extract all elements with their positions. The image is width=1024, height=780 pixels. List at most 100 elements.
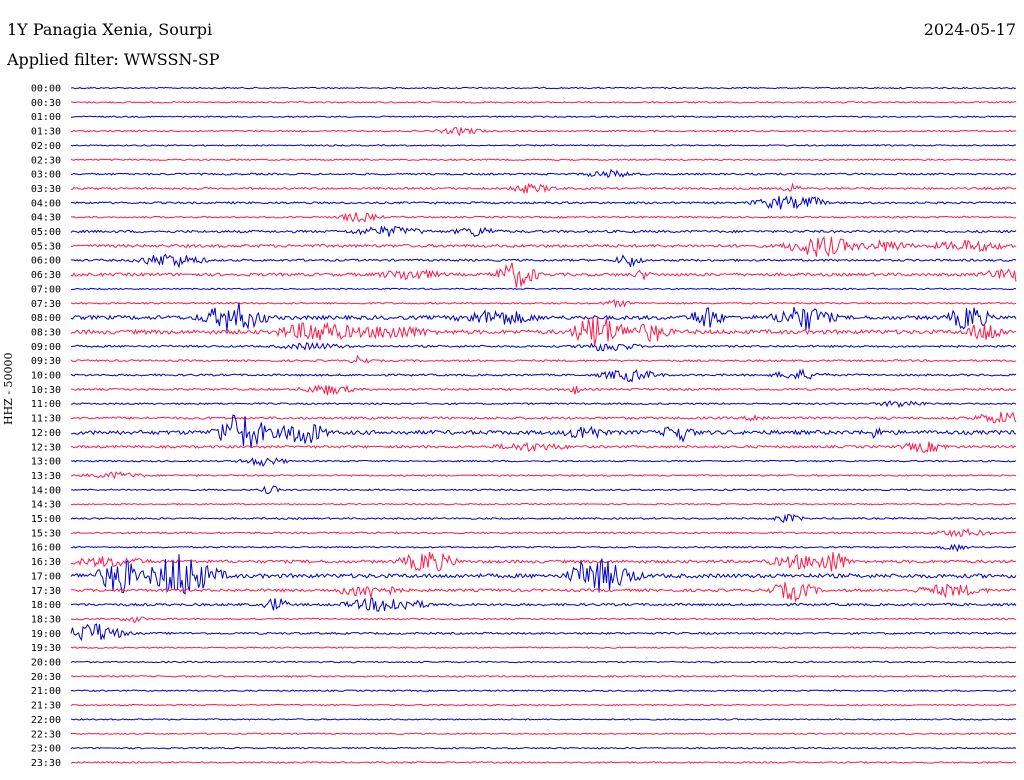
trace-1300 <box>70 457 1017 467</box>
time-label-1400: 14:00 <box>31 485 61 496</box>
time-label-0300: 03:00 <box>31 170 61 181</box>
time-label-1430: 14:30 <box>31 500 61 511</box>
trace-0030 <box>70 100 1017 104</box>
trace-1230 <box>70 441 1017 453</box>
time-label-1100: 11:00 <box>31 399 61 410</box>
time-label-2130: 21:30 <box>31 701 61 712</box>
time-label-2230: 22:30 <box>31 729 61 740</box>
time-label-0430: 04:30 <box>31 213 61 224</box>
time-label-0600: 06:00 <box>31 256 61 267</box>
trace-1030 <box>71 384 1017 396</box>
trace-0400 <box>70 195 1017 210</box>
trace-2030 <box>70 674 1017 678</box>
time-label-0200: 02:00 <box>31 141 61 152</box>
trace-0930 <box>70 354 1017 364</box>
trace-1800 <box>70 597 1017 612</box>
trace-0900 <box>70 341 1017 352</box>
trace-1430 <box>70 502 1017 506</box>
trace-1200 <box>70 414 1016 449</box>
time-label-0230: 02:30 <box>31 155 61 166</box>
trace-0630 <box>70 262 1017 288</box>
trace-0230 <box>70 158 1017 162</box>
trace-1630 <box>70 551 1017 572</box>
trace-1330 <box>71 471 1017 480</box>
time-label-1230: 12:30 <box>31 442 61 453</box>
time-label-1630: 16:30 <box>31 557 61 568</box>
trace-1000 <box>70 368 1017 383</box>
trace-2230 <box>70 732 1016 736</box>
date-label: 2024-05-17 <box>923 20 1016 39</box>
trace-1530 <box>70 527 1017 538</box>
time-label-1200: 12:00 <box>31 428 61 439</box>
trace-0730 <box>70 299 1017 309</box>
trace-2130 <box>70 703 1017 707</box>
time-label-1330: 13:30 <box>31 471 61 482</box>
trace-1100 <box>70 400 1017 409</box>
time-label-0500: 05:00 <box>31 227 61 238</box>
time-label-0630: 06:30 <box>31 270 61 281</box>
time-label-1130: 11:30 <box>31 414 61 425</box>
trace-2000 <box>70 660 1017 664</box>
trace-1500 <box>70 513 1017 524</box>
time-label-0700: 07:00 <box>31 284 61 295</box>
trace-2200 <box>70 718 1017 721</box>
time-label-1000: 10:00 <box>31 371 61 382</box>
trace-1700 <box>70 554 1017 595</box>
trace-1830 <box>70 615 1017 623</box>
trace-0200 <box>70 144 1017 147</box>
time-label-1900: 19:00 <box>31 629 61 640</box>
time-label-1930: 19:30 <box>31 643 61 654</box>
trace-2330 <box>70 761 1017 764</box>
trace-1900 <box>70 623 1017 642</box>
trace-0600 <box>70 253 1017 269</box>
trace-0430 <box>70 212 1017 223</box>
trace-0830 <box>70 317 1017 347</box>
time-label-2300: 23:00 <box>31 744 61 755</box>
time-label-2030: 20:30 <box>31 672 61 683</box>
time-label-0830: 08:30 <box>31 327 61 338</box>
time-label-1530: 15:30 <box>31 528 61 539</box>
time-label-2000: 20:00 <box>31 658 61 669</box>
time-label-0330: 03:30 <box>31 184 61 195</box>
time-label-1500: 15:00 <box>31 514 61 525</box>
trace-1930 <box>70 646 1017 649</box>
time-label-2330: 23:30 <box>31 758 61 769</box>
trace-0100 <box>70 115 1016 119</box>
time-label-1800: 18:00 <box>31 600 61 611</box>
trace-2300 <box>70 746 1017 750</box>
time-label-0030: 00:30 <box>31 98 61 109</box>
time-label-1730: 17:30 <box>31 586 61 597</box>
time-label-1830: 18:30 <box>31 614 61 625</box>
time-label-2200: 22:00 <box>31 715 61 726</box>
trace-0700 <box>70 287 1017 291</box>
time-label-0930: 09:30 <box>31 356 61 367</box>
time-label-1700: 17:00 <box>31 571 61 582</box>
time-label-1030: 10:30 <box>31 385 61 396</box>
station-title: 1Y Panagia Xenia, Sourpi <box>7 20 213 39</box>
time-label-1300: 13:00 <box>31 457 61 468</box>
trace-1600 <box>70 543 1017 553</box>
time-label-0400: 04:00 <box>31 198 61 209</box>
trace-0530 <box>70 236 1017 258</box>
trace-0500 <box>70 225 1017 238</box>
time-label-0530: 05:30 <box>31 241 61 252</box>
time-label-0130: 01:30 <box>31 127 61 138</box>
trace-1400 <box>70 485 1017 495</box>
trace-0800 <box>70 302 1017 332</box>
time-label-0730: 07:30 <box>31 299 61 310</box>
filter-label: Applied filter: WWSSN-SP <box>7 50 220 69</box>
time-label-1600: 16:00 <box>31 543 61 554</box>
time-label-0900: 09:00 <box>31 342 61 353</box>
trace-0000 <box>70 86 1017 90</box>
time-label-2100: 21:00 <box>31 686 61 697</box>
time-label-0000: 00:00 <box>31 84 61 95</box>
trace-0300 <box>70 168 1017 179</box>
trace-1130 <box>70 411 1017 424</box>
trace-2100 <box>70 689 1017 693</box>
trace-0330 <box>70 182 1017 195</box>
time-label-0800: 08:00 <box>31 313 61 324</box>
trace-0130 <box>70 126 1017 137</box>
time-label-0100: 01:00 <box>31 112 61 123</box>
trace-1730 <box>70 582 1017 603</box>
